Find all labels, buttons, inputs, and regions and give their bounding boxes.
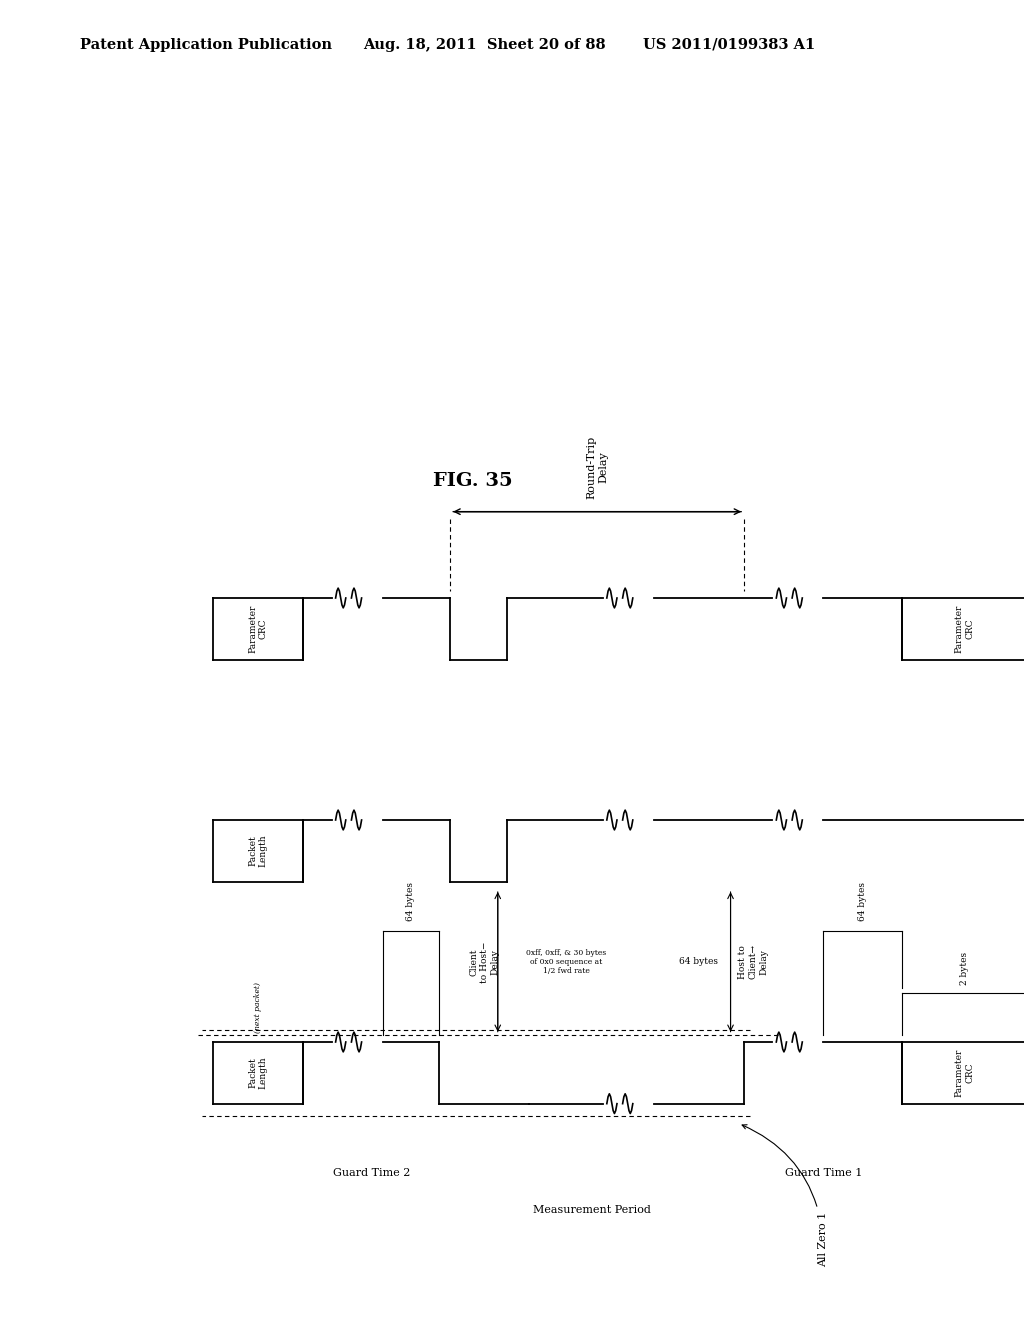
Text: Aug. 18, 2011  Sheet 20 of 88: Aug. 18, 2011 Sheet 20 of 88: [362, 38, 605, 51]
Text: Client
to Host−
Delay: Client to Host− Delay: [469, 941, 499, 982]
Text: Parameter
CRC: Parameter CRC: [954, 1048, 974, 1097]
Text: (next packet): (next packet): [254, 982, 262, 1034]
Text: Parameter
CRC: Parameter CRC: [249, 605, 268, 653]
Text: Packet
Length: Packet Length: [249, 1056, 268, 1089]
Text: Patent Application Publication: Patent Application Publication: [80, 38, 332, 51]
Text: 2 bytes: 2 bytes: [959, 952, 969, 985]
Text: FIG. 35: FIG. 35: [433, 471, 513, 490]
Text: Measurement Period: Measurement Period: [532, 1205, 650, 1214]
Text: Guard Time 2: Guard Time 2: [333, 1168, 410, 1177]
Text: Host to
Client→
Delay: Host to Client→ Delay: [738, 944, 768, 979]
Text: Packet
Length: Packet Length: [249, 834, 268, 867]
Text: All Zero 1: All Zero 1: [742, 1125, 828, 1267]
Text: Guard Time 1: Guard Time 1: [784, 1168, 862, 1177]
Text: 64 bytes: 64 bytes: [679, 957, 719, 966]
Text: Round-Trip
Delay: Round-Trip Delay: [587, 436, 608, 499]
Text: Parameter
CRC: Parameter CRC: [954, 605, 974, 653]
Text: US 2011/0199383 A1: US 2011/0199383 A1: [643, 38, 815, 51]
Text: 0xff, 0xff, & 30 bytes
of 0x0 sequence at
1/2 fwd rate: 0xff, 0xff, & 30 bytes of 0x0 sequence a…: [526, 949, 606, 975]
Text: 64 bytes: 64 bytes: [858, 882, 867, 921]
Text: 64 bytes: 64 bytes: [407, 882, 416, 921]
